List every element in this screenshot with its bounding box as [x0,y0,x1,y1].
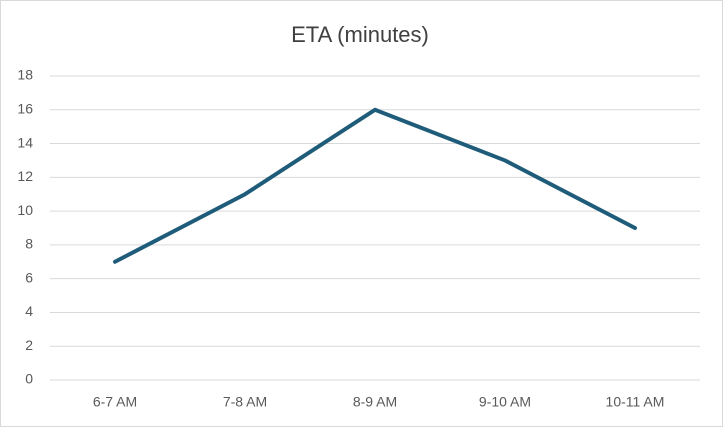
y-tick-label: 6 [25,269,33,285]
line [113,107,637,264]
x-tick-label: 8-9 AM [353,394,397,410]
y-tick-label: 18 [17,67,33,83]
y-tick-label: 0 [25,371,33,387]
x-tick-label: 7-8 AM [223,394,267,410]
x-tick-label: 10-11 AM [606,394,665,410]
y-tick-label: 2 [25,337,33,353]
y-tick-label: 12 [17,168,33,184]
y-tick-label: 16 [17,100,33,116]
y-tick-label: 4 [25,303,33,319]
x-tick-label: 6-7 AM [93,394,137,410]
x-tick-label: 9-10 AM [479,394,531,410]
y-tick-label: 14 [17,134,33,150]
y-tick-label: 8 [25,236,33,252]
y-tick-label: 10 [17,202,33,218]
chart-title: ETA (minutes) [291,22,429,47]
